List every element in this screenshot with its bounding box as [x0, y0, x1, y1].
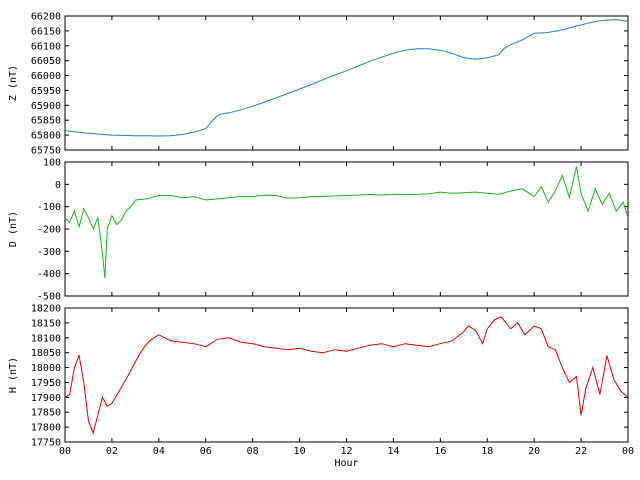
x-tick-label: 00: [59, 446, 71, 457]
y-tick-label: 17750: [31, 438, 61, 449]
y-tick-label: 0: [55, 180, 61, 191]
x-tick-label: 18: [481, 446, 493, 457]
x-tick-label: 20: [528, 446, 540, 457]
y-tick-label: 65750: [31, 146, 61, 157]
x-axis-title: Hour: [334, 458, 358, 469]
y-tick-label: 17900: [31, 393, 61, 404]
y-tick-label: 65800: [31, 131, 61, 142]
y-tick-label: 17950: [31, 378, 61, 389]
x-tick-label: 04: [153, 446, 165, 457]
x-tick-label: 08: [247, 446, 259, 457]
x-tick-label: 22: [575, 446, 587, 457]
y-tick-label: 66050: [31, 56, 61, 67]
d-component-panel: -500 -400 -300 -200 -100 0 100 D (nT): [8, 158, 629, 303]
h-component-panel: 1775017800178501790017950180001805018100…: [8, 304, 634, 470]
y-tick-label: 18000: [31, 363, 61, 374]
y-tick-label: 66100: [31, 41, 61, 52]
x-tick-label: 12: [340, 446, 352, 457]
x-tick-label: 14: [387, 446, 399, 457]
y-tick-label: 18100: [31, 333, 61, 344]
plot-frame: [64, 161, 629, 297]
y-tick-label: 65950: [31, 86, 61, 97]
y-tick-label: 66150: [31, 26, 61, 37]
y-tick-label: 18050: [31, 348, 61, 359]
plot-frame: [64, 15, 629, 151]
series-line: [64, 316, 629, 435]
plot-frame: [64, 307, 629, 443]
y-tick-label: 100: [43, 158, 61, 169]
y-tick-label: 65850: [31, 116, 61, 127]
y-tick-label: 66000: [31, 71, 61, 82]
series-line: [64, 166, 629, 279]
y-tick-label: 65900: [31, 101, 61, 112]
y-tick-label: -400: [37, 269, 61, 280]
y-tick-label: 17800: [31, 423, 61, 434]
y-tick-label: -200: [37, 225, 61, 236]
x-tick-label: 00: [622, 446, 634, 457]
x-tick-label: 16: [434, 446, 446, 457]
y-tick-label: 17850: [31, 408, 61, 419]
y-axis-title: Z (nT): [8, 65, 19, 101]
y-tick-label: 18150: [31, 318, 61, 329]
y-axis-title: D (nT): [8, 211, 19, 247]
z-component-panel: 65750 65800 65850 65900 65950 66000 66050 66100…: [8, 12, 629, 157]
series-line: [64, 19, 629, 137]
y-tick-label: -100: [37, 202, 61, 213]
y-tick-label: -500: [37, 292, 61, 303]
y-tick-label: 18200: [31, 304, 61, 315]
y-tick-label: 66200: [31, 12, 61, 23]
x-tick-label: 06: [200, 446, 212, 457]
x-tick-label: 10: [294, 446, 306, 457]
x-tick-label: 02: [106, 446, 118, 457]
y-axis-title: H (nT): [8, 357, 19, 393]
y-tick-label: -300: [37, 247, 61, 258]
